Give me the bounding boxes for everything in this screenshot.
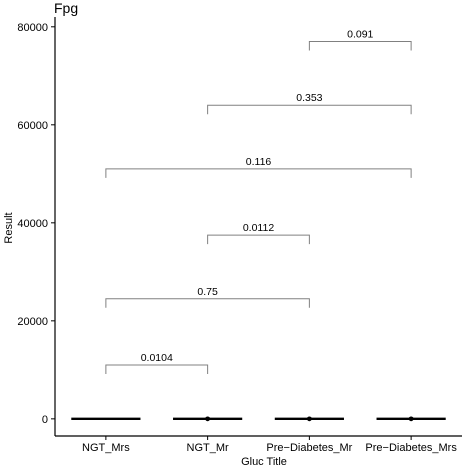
x-tick-label: NGT_Mrs [82,442,130,454]
x-ticks: NGT_Mrs NGT_Mr Pre−Diabetes_Mr Pre−Diabetes… [82,436,457,454]
y-tick-label: 60000 [17,120,48,132]
chart-title: Fpg [54,0,78,16]
p-value-label: 0.75 [197,286,218,298]
outlier-point [306,416,312,422]
comparison-brackets: 0.0104 0.75 0.0112 0.116 0.353 0.091 [105,29,412,374]
comparison-bracket [105,168,412,178]
y-tick-label: 40000 [17,218,48,230]
comparison-bracket [308,41,412,51]
y-axis-title: Result [3,212,15,243]
x-tick-label: Pre−Diabetes_Mr [266,442,352,454]
x-tick-label: NGT_Mr [187,442,230,454]
p-value-label: 0.116 [246,156,272,168]
x-tick-label: Pre−Diabetes_Mrs [365,442,457,454]
p-value-label: 0.0112 [243,222,274,234]
y-tick-label: 20000 [17,316,48,328]
p-value-label: 0.0104 [141,352,173,364]
comparison-bracket [207,234,310,245]
x-axis-title: Gluc Title [241,456,287,467]
y-tick-label: 0 [42,414,48,426]
y-ticks: 0 20000 40000 60000 80000 [17,22,55,426]
p-value-label: 0.091 [347,29,373,41]
outlier-point [205,416,211,422]
comparison-bracket [105,364,209,374]
boxes [71,416,446,422]
p-value-label: 0.353 [296,92,322,104]
outlier-point [408,416,414,422]
y-tick-label: 80000 [17,22,48,34]
comparison-bracket [105,298,310,308]
comparison-bracket [207,104,412,115]
